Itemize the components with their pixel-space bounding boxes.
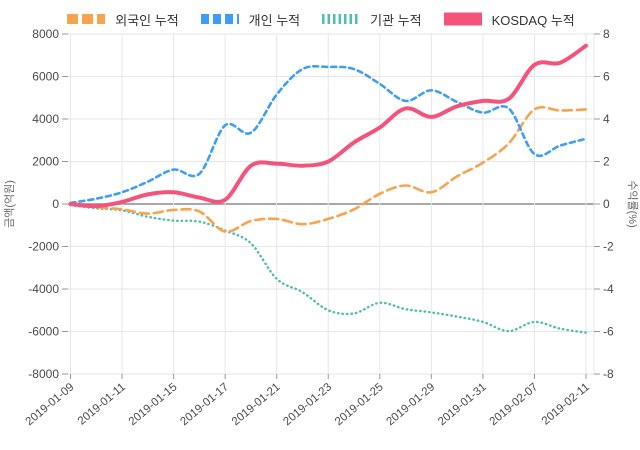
x-axis-tick-label: 2019-01-17 — [178, 381, 231, 428]
right-axis-tick-label: -2 — [603, 240, 614, 254]
right-axis-title: 수익률(%) — [626, 180, 639, 227]
x-axis-tick-label: 2019-01-25 — [333, 381, 386, 428]
legend-label-individual: 개인 누적 — [248, 12, 301, 28]
x-axis-tick-label: 2019-02-07 — [488, 381, 541, 428]
legend-label-kosdaq: KOSDAQ 누적 — [491, 12, 575, 28]
legend-label-institution: 기관 누적 — [370, 12, 422, 28]
axis-ticks: 8000 8 6000 6 4000 4 2000 2 0 0 -2000 -2 -4000 -4 -600… — [24, 27, 614, 428]
x-axis-tick-label: 2019-02-11 — [540, 381, 592, 427]
left-axis-tick-label: -2000 — [28, 240, 59, 254]
right-axis-tick-label: 0 — [603, 197, 610, 211]
left-axis-tick-label: 2000 — [32, 155, 59, 169]
chart-legend: 외국인 누적 개인 누적 기관 누적 KOSDAQ 누적 — [0, 7, 640, 31]
series-foreign-line — [69, 105, 588, 233]
right-axis-tick-label: 2 — [603, 155, 610, 169]
x-axis-tick-label: 2019-01-31 — [436, 381, 489, 428]
x-axis-tick-label: 2019-01-15 — [127, 381, 180, 428]
series-institution-line — [69, 203, 588, 334]
right-axis-tick-label: -8 — [603, 367, 614, 381]
x-axis-tick-label: 2019-01-11 — [76, 381, 128, 427]
series-kosdaq-line — [68, 43, 588, 209]
series-lines — [68, 43, 588, 334]
legend-swatch-foreign-icon — [67, 14, 106, 24]
right-axis-tick-label: 4 — [603, 112, 610, 126]
legend-item-individual[interactable]: 개인 누적 — [199, 10, 300, 29]
legend-swatch-kosdaq-icon — [443, 12, 482, 26]
left-axis-tick-label: 6000 — [32, 70, 59, 84]
x-axis-tick-label: 2019-01-29 — [384, 381, 437, 428]
gridlines — [68, 33, 595, 375]
right-axis-tick-label: -6 — [603, 325, 614, 339]
left-axis-tick-label: 4000 — [32, 112, 59, 126]
series-individual-line — [69, 64, 588, 205]
legend-item-institution[interactable]: 기관 누적 — [320, 10, 422, 29]
left-axis-tick-label: -8000 — [28, 367, 59, 381]
left-axis-title: 금액(억원) — [3, 180, 16, 228]
right-axis-tick-label: 6 — [603, 70, 610, 84]
x-axis-tick-label: 2019-01-23 — [281, 381, 334, 428]
right-axis-tick-label: 8 — [603, 27, 610, 41]
x-axis-tick-label: 2019-01-21 — [230, 381, 283, 428]
legend-item-kosdaq[interactable]: KOSDAQ 누적 — [442, 10, 575, 29]
left-axis-tick-label: 0 — [52, 197, 59, 211]
x-axis-tick-label: 2019-01-09 — [24, 381, 77, 428]
legend-swatch-individual-icon — [200, 14, 239, 24]
left-axis-tick-label: -4000 — [28, 282, 59, 296]
legend-label-foreign: 외국인 누적 — [115, 12, 179, 28]
right-axis-tick-label: -4 — [603, 282, 614, 296]
left-axis-tick-label: -6000 — [28, 325, 59, 339]
legend-item-foreign[interactable]: 외국인 누적 — [65, 10, 179, 29]
legend-swatch-institution-icon — [322, 14, 361, 24]
left-axis-tick-label: 8000 — [32, 27, 59, 41]
